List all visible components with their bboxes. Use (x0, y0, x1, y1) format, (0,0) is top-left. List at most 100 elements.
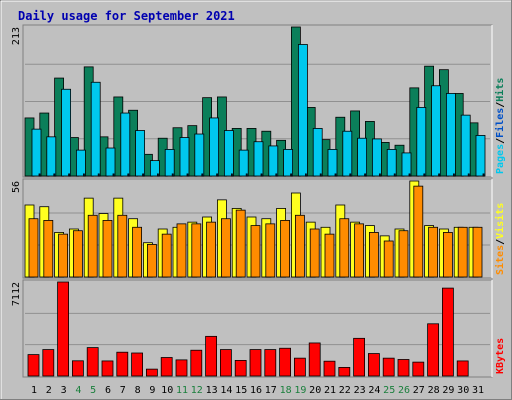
x-tick-label: 7 (120, 385, 126, 396)
kbytes-bar-kbytes (145, 368, 158, 377)
hits-legend-part: Pages (495, 144, 506, 174)
hits-bar-files (460, 114, 471, 177)
x-tick-label: 4 (75, 385, 81, 396)
visits-bar-sites (457, 226, 468, 278)
hits-bar-files (445, 93, 456, 177)
hits-bar-pages (142, 173, 145, 177)
hits-bar-pages (53, 173, 56, 177)
hits-bar-pages (482, 173, 485, 177)
x-tick-label: 14 (220, 385, 232, 396)
visits-bar-sites (206, 221, 217, 278)
visits-bar-sites (43, 220, 54, 278)
hits-bar-files (312, 128, 323, 177)
kbytes-bar-kbytes (397, 359, 410, 377)
visits-bar-sites (132, 226, 143, 278)
hits-bar-files (120, 112, 131, 177)
x-tick-label: 3 (61, 385, 67, 396)
hits-bar-files (194, 133, 205, 177)
hits-bar-pages (319, 173, 322, 177)
kbytes-bar-kbytes (27, 354, 40, 377)
hits-bar-files (431, 85, 442, 177)
x-tick-label: 25 (383, 385, 395, 396)
visits-bar-sites (102, 220, 113, 278)
hits-legend-part: Hits (494, 78, 506, 102)
kbytes-bar-kbytes (279, 347, 292, 377)
hits-bar-pages (260, 173, 263, 177)
kbytes-bar-kbytes (175, 359, 188, 377)
kbytes-bar-kbytes (353, 337, 366, 377)
hits-bar-pages (68, 173, 70, 177)
x-tick-label: 15 (235, 385, 247, 396)
hits-bar-pages (38, 173, 41, 177)
hits-bar-files (327, 149, 338, 177)
visits-bar-sites (398, 230, 409, 278)
hits-bar-files (401, 152, 412, 177)
hits-bar-pages (97, 173, 100, 177)
x-tick-label: 21 (324, 385, 336, 396)
hits-bar-files (223, 130, 234, 177)
hits-bar-files (357, 137, 368, 177)
kbytes-bar-kbytes (42, 349, 55, 377)
hits-bar-pages (245, 173, 248, 177)
hits-legend-label: Pages/Files/Hits (494, 78, 506, 174)
visits-bar-sites (472, 226, 483, 278)
x-tick-label: 29 (442, 385, 454, 396)
hits-bar-pages (83, 173, 85, 177)
visits-bar-sites (339, 218, 350, 278)
kbytes-bar-kbytes (190, 349, 203, 377)
x-tick-label: 1 (31, 385, 37, 396)
x-tick-label: 19 (294, 385, 306, 396)
kbytes-bar-kbytes (131, 352, 144, 377)
x-tick-label: 24 (368, 385, 380, 396)
kbytes-bar-kbytes (264, 349, 277, 377)
hits-bar-files (90, 81, 101, 177)
x-tick-label: 16 (250, 385, 262, 396)
hits-bar-files (475, 135, 486, 177)
hits-bar-pages (364, 173, 367, 177)
chart-panels: 213Pages/Files/Hits56Sites/Visits7112KBy… (11, 24, 506, 396)
hits-legend-part: Files (494, 108, 506, 138)
x-tick-label: 18 (280, 385, 292, 396)
kbytes-legend-label: KBytes (495, 338, 506, 374)
kbytes-bar-kbytes (160, 357, 173, 377)
visits-bar-sites (250, 225, 261, 278)
visits-bar-sites (117, 214, 128, 278)
x-tick-label: 8 (135, 385, 141, 396)
hits-bar-pages (438, 173, 441, 177)
kbytes-bar-kbytes (72, 360, 84, 377)
hits-bar-pages (186, 173, 189, 177)
chart-title: Daily usage for September 2021 (18, 9, 235, 23)
hits-bar-files (416, 107, 427, 177)
hits-bar-pages (393, 173, 396, 177)
hits-bar-files (105, 147, 116, 177)
visits-bar-sites (383, 240, 394, 278)
kbytes-bar-kbytes (412, 361, 425, 377)
x-tick-label: 23 (354, 385, 366, 396)
hits-bar-pages (230, 173, 233, 177)
x-tick-label: 28 (428, 385, 440, 396)
x-tick-label: 11 (176, 385, 188, 396)
hits-bar-files (135, 130, 146, 177)
kbytes-bar-kbytes (249, 349, 262, 377)
hits-bar-pages (349, 173, 352, 177)
visits-bar-sites (191, 223, 202, 278)
kbytes-bar-kbytes (382, 357, 395, 377)
kbytes-bar-kbytes (367, 353, 380, 377)
x-tick-label: 22 (339, 385, 351, 396)
x-tick-label: 6 (105, 385, 111, 396)
hits-bar-files (164, 149, 175, 177)
hits-bar-pages (467, 173, 470, 177)
hits-bar-files (76, 149, 86, 177)
kbytes-bar-kbytes (116, 351, 129, 377)
hits-bar-files (386, 149, 397, 177)
x-tick-label: 9 (149, 385, 155, 396)
hits-bar-files (238, 149, 249, 177)
visits-bar-sites (354, 223, 365, 278)
hits-legend-part: / (495, 138, 506, 144)
x-tick-label: 26 (398, 385, 410, 396)
hits-bar-files (371, 138, 382, 177)
x-tick-label: 27 (413, 385, 425, 396)
hits-bar-pages (201, 173, 204, 177)
visits-bar-sites (280, 220, 291, 278)
hits-bar-pages (127, 173, 130, 177)
